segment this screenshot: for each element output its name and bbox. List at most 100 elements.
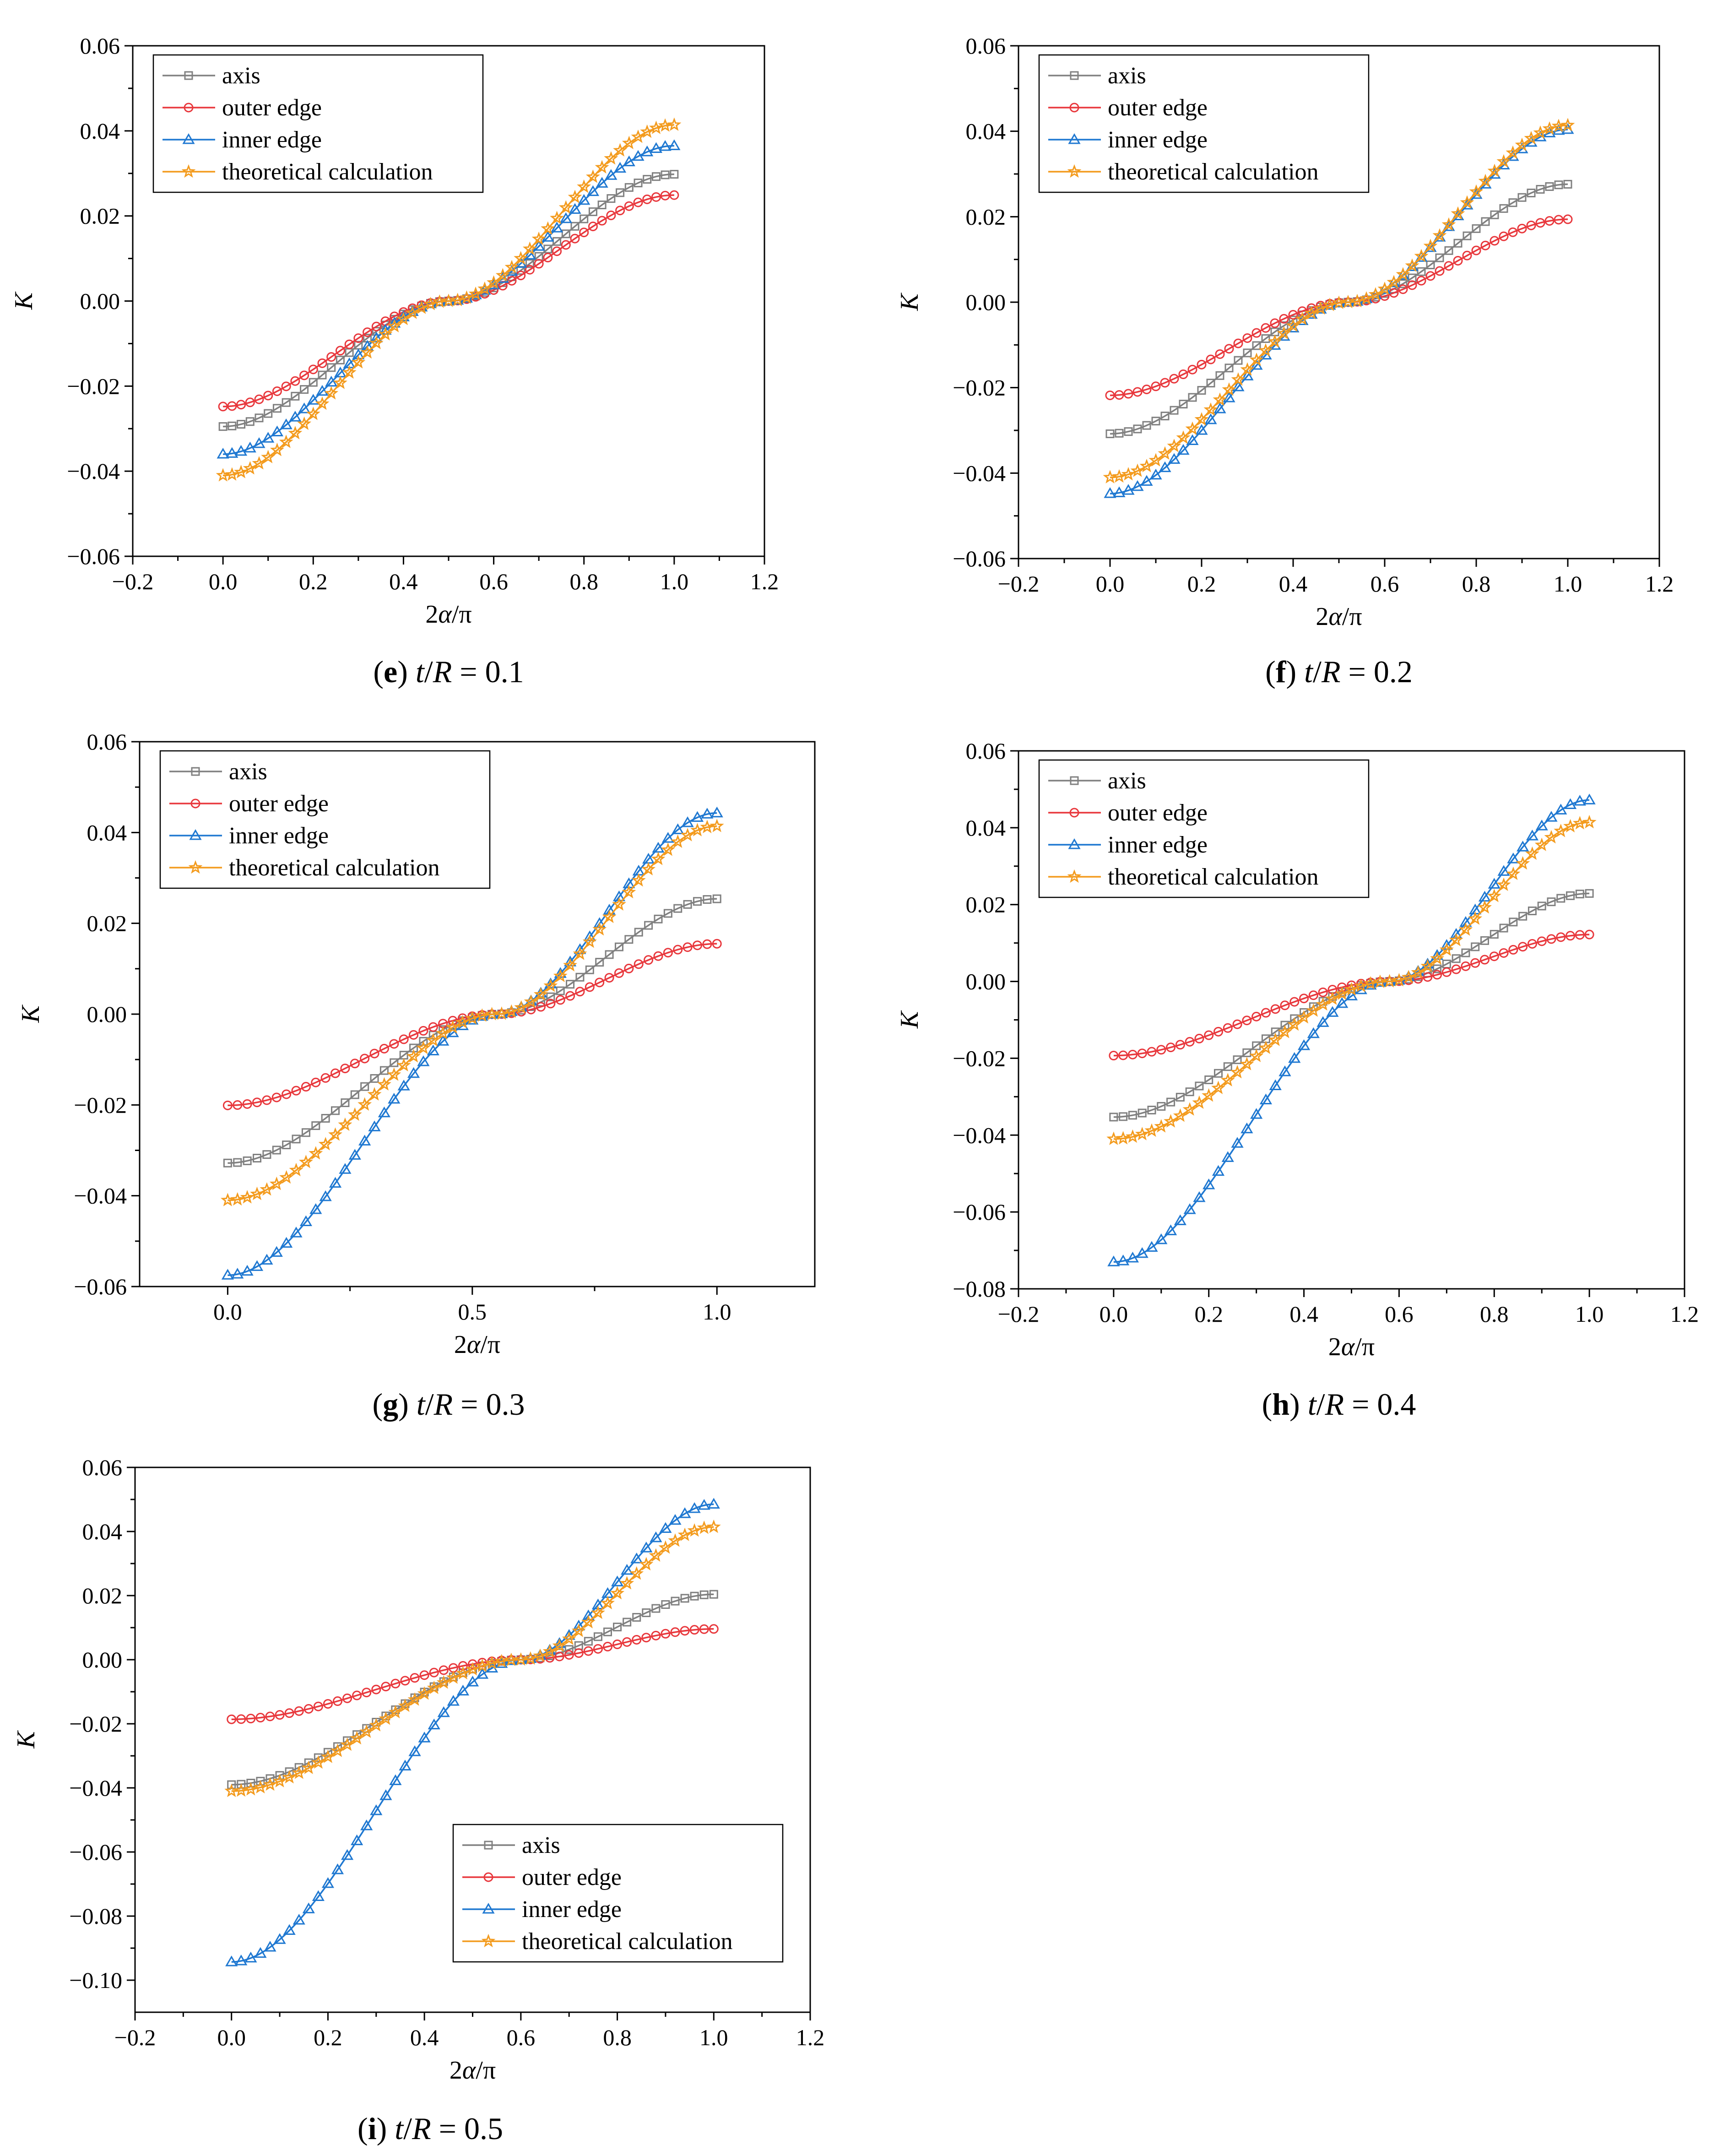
data-point <box>225 1955 238 1966</box>
legend-label: outer edge <box>522 1864 622 1890</box>
data-point <box>335 346 345 356</box>
data-point <box>379 1043 389 1054</box>
data-point <box>1166 1097 1175 1107</box>
data-point <box>342 1693 352 1703</box>
y-tick-label: 0.04 <box>966 815 1006 841</box>
data-point <box>1221 1151 1234 1162</box>
y-tick-label: −0.04 <box>74 1183 127 1209</box>
data-point <box>575 972 585 982</box>
data-point <box>1203 402 1218 416</box>
data-point <box>1545 811 1558 822</box>
data-point <box>253 1153 262 1162</box>
y-tick-label: 0.02 <box>80 203 120 229</box>
data-point <box>1556 932 1566 942</box>
x-tick-label: 0.6 <box>1370 571 1399 597</box>
data-point <box>1125 1129 1140 1143</box>
data-point <box>418 1732 431 1743</box>
data-point <box>649 1548 663 1562</box>
legend-marker <box>1068 838 1081 849</box>
series-outer-edge <box>222 939 722 1110</box>
data-point <box>378 1106 391 1118</box>
data-point <box>439 1665 449 1675</box>
data-point <box>1130 463 1145 477</box>
data-point <box>416 1040 431 1054</box>
data-point <box>455 1666 470 1680</box>
data-point <box>1537 902 1546 911</box>
data-point <box>327 363 336 372</box>
legend-marker <box>189 829 202 840</box>
series-line <box>228 898 717 1164</box>
data-point <box>1231 372 1246 386</box>
data-point <box>289 1162 303 1177</box>
data-point <box>607 194 616 203</box>
data-point <box>244 1951 257 1963</box>
data-point <box>495 268 510 282</box>
data-point <box>1392 973 1406 987</box>
data-point <box>250 1260 264 1271</box>
data-point <box>360 345 375 359</box>
y-tick-label: −0.02 <box>69 1711 122 1737</box>
data-point <box>1112 469 1127 483</box>
data-point <box>396 1058 411 1072</box>
data-point <box>550 211 564 224</box>
data-point <box>673 904 683 913</box>
data-point <box>1148 453 1163 467</box>
data-point <box>553 1637 566 1648</box>
data-point <box>1160 412 1170 421</box>
data-point <box>269 1176 284 1190</box>
data-point <box>1230 1064 1245 1079</box>
data-point <box>583 930 596 941</box>
y-tick-label: 0.06 <box>82 1455 123 1480</box>
data-point <box>1533 125 1548 139</box>
data-point <box>677 1527 692 1541</box>
data-point <box>710 819 724 832</box>
data-point <box>552 246 562 256</box>
data-point <box>605 950 614 959</box>
data-point <box>1206 354 1216 364</box>
data-point <box>588 222 598 232</box>
y-tick-label: −0.04 <box>67 458 120 484</box>
data-point <box>1193 1191 1206 1202</box>
data-point <box>613 143 628 157</box>
data-point <box>1368 287 1383 301</box>
data-point <box>1242 333 1252 343</box>
data-point <box>1508 227 1518 237</box>
data-point <box>1104 487 1116 498</box>
data-point <box>691 811 704 822</box>
data-point <box>358 1135 371 1146</box>
data-point <box>1308 990 1318 1000</box>
data-point <box>680 828 695 842</box>
legend-marker <box>1070 776 1079 785</box>
data-point <box>299 1215 313 1227</box>
data-point <box>550 222 563 233</box>
data-point <box>253 437 265 448</box>
data-point <box>1287 1017 1302 1031</box>
data-point <box>1534 837 1549 851</box>
data-point <box>1213 392 1227 406</box>
data-point <box>250 1186 264 1200</box>
x-tick-label: −0.2 <box>114 2025 156 2050</box>
data-point <box>339 1163 352 1174</box>
data-point <box>1451 206 1465 220</box>
data-point <box>1106 1131 1121 1145</box>
data-point <box>1516 856 1530 870</box>
data-point <box>1325 991 1340 1005</box>
y-tick-label: −0.06 <box>74 1274 127 1299</box>
data-point <box>255 413 264 423</box>
data-point <box>526 1005 536 1015</box>
data-point <box>1197 359 1207 369</box>
data-point <box>1468 911 1483 925</box>
data-point <box>1487 889 1501 902</box>
data-point <box>630 1553 643 1564</box>
data-point <box>362 1688 372 1698</box>
data-point <box>331 1863 344 1874</box>
data-point <box>649 120 663 134</box>
data-point <box>1306 303 1316 313</box>
data-point <box>243 461 257 475</box>
data-point <box>702 939 712 949</box>
data-point <box>344 339 354 349</box>
legend-label: outer edge <box>222 95 322 121</box>
legend-label: theoretical calculation <box>1108 864 1319 890</box>
y-tick-label: 0.02 <box>87 911 127 936</box>
data-point <box>1535 218 1545 228</box>
